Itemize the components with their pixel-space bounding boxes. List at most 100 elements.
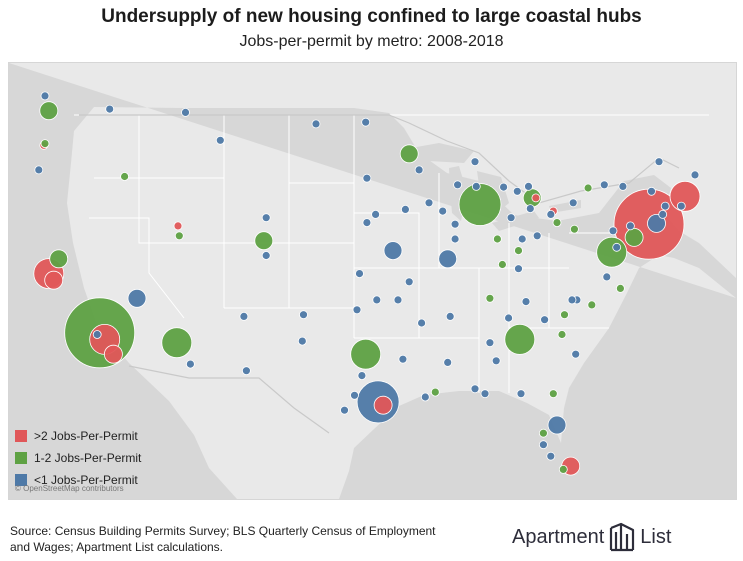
legend-item-green[interactable]: 1-2 Jobs-Per-Permit (15, 447, 141, 469)
metro-bubble-red[interactable] (373, 395, 393, 415)
metro-bubble-blue[interactable] (92, 330, 102, 339)
metro-bubble-blue[interactable] (546, 209, 556, 219)
metro-bubble-green[interactable] (596, 236, 628, 268)
metro-bubble-blue[interactable] (608, 226, 618, 236)
metro-bubbles[interactable] (33, 91, 701, 476)
metro-bubble-blue[interactable] (181, 108, 190, 117)
metro-bubble-green[interactable] (458, 183, 502, 226)
metro-bubble-blue[interactable] (539, 440, 548, 450)
metro-bubble-green[interactable] (174, 231, 184, 241)
metro-bubble-green[interactable] (399, 144, 419, 164)
metro-bubble-green[interactable] (492, 234, 502, 244)
metro-bubble-blue[interactable] (357, 371, 367, 381)
metro-bubble-blue[interactable] (485, 338, 495, 348)
metro-bubble-green[interactable] (539, 428, 548, 438)
metro-bubble-blue[interactable] (352, 305, 362, 315)
metro-bubble-blue[interactable] (355, 269, 364, 279)
metro-bubble-blue[interactable] (521, 297, 531, 307)
metro-bubble-blue[interactable] (362, 173, 372, 183)
metro-bubble-blue[interactable] (491, 356, 501, 366)
metro-bubble-blue[interactable] (215, 135, 225, 145)
metro-bubble-blue[interactable] (361, 117, 371, 127)
metro-bubble-blue[interactable] (516, 389, 526, 399)
metro-bubble-blue[interactable] (568, 198, 578, 208)
metro-bubble-blue[interactable] (647, 186, 656, 196)
metro-bubble-blue[interactable] (470, 384, 480, 394)
metro-bubble-blue[interactable] (499, 182, 509, 192)
metro-bubble-red[interactable] (104, 344, 123, 364)
metro-bubble-green[interactable] (558, 464, 568, 474)
metro-bubble-blue[interactable] (676, 201, 686, 211)
metro-bubble-red[interactable] (531, 193, 541, 203)
metro-bubble-blue[interactable] (362, 218, 372, 228)
metro-bubble-blue[interactable] (417, 318, 427, 328)
metro-bubble-green[interactable] (40, 139, 50, 148)
metro-bubble-blue[interactable] (420, 392, 430, 402)
metro-bubble-blue[interactable] (540, 315, 549, 325)
metro-bubble-blue[interactable] (299, 310, 308, 320)
metro-bubble-blue[interactable] (105, 104, 115, 114)
metro-bubble-blue[interactable] (414, 165, 424, 175)
metro-bubble-blue[interactable] (524, 182, 533, 191)
metro-bubble-blue[interactable] (480, 389, 490, 399)
metro-bubble-blue[interactable] (532, 231, 542, 241)
metro-bubble-blue[interactable] (654, 157, 664, 167)
legend-item-red[interactable]: >2 Jobs-Per-Permit (15, 425, 141, 447)
metro-bubble-blue[interactable] (445, 311, 455, 321)
map-attribution[interactable]: © OpenStreetMap contributors (15, 484, 124, 493)
metro-bubble-blue[interactable] (514, 264, 523, 274)
metro-bubble-blue[interactable] (690, 170, 700, 180)
metro-bubble-blue[interactable] (658, 209, 668, 219)
metro-bubble-blue[interactable] (438, 249, 458, 269)
metro-bubble-green[interactable] (624, 227, 644, 247)
metro-bubble-blue[interactable] (340, 405, 349, 415)
metro-bubble-green[interactable] (557, 330, 567, 339)
metro-bubble-green[interactable] (504, 323, 536, 355)
metro-bubble-blue[interactable] (350, 390, 359, 400)
metro-bubble-blue[interactable] (567, 295, 577, 305)
metro-bubble-green[interactable] (430, 387, 440, 397)
metro-bubble-blue[interactable] (626, 221, 635, 231)
metro-bubble-blue[interactable] (471, 182, 481, 191)
metro-bubble-green[interactable] (583, 183, 593, 193)
metro-bubble-blue[interactable] (404, 277, 414, 287)
metro-bubble-red[interactable] (669, 180, 701, 212)
metro-bubble-blue[interactable] (34, 165, 44, 175)
metro-bubble-green[interactable] (350, 338, 382, 370)
metro-bubble-blue[interactable] (512, 186, 522, 196)
metro-bubble-blue[interactable] (525, 204, 535, 214)
metro-bubble-blue[interactable] (618, 182, 628, 191)
metro-bubble-blue[interactable] (546, 451, 556, 461)
metro-bubble-green[interactable] (485, 293, 495, 303)
metro-bubble-blue[interactable] (311, 119, 321, 129)
metro-bubble-blue[interactable] (571, 349, 581, 359)
map-panel[interactable]: >2 Jobs-Per-Permit 1-2 Jobs-Per-Permit <… (8, 62, 737, 500)
metro-bubble-blue[interactable] (393, 295, 403, 305)
metro-bubble-blue[interactable] (547, 415, 567, 435)
metro-bubble-blue[interactable] (40, 91, 50, 101)
metro-bubble-blue[interactable] (400, 204, 410, 214)
metro-bubble-green[interactable] (514, 246, 523, 256)
metro-bubble-blue[interactable] (185, 359, 195, 369)
metro-bubble-blue[interactable] (506, 213, 516, 223)
metro-bubble-map[interactable] (9, 63, 736, 499)
metro-bubble-green[interactable] (560, 310, 569, 320)
metro-bubble-blue[interactable] (424, 198, 434, 208)
metro-bubble-green[interactable] (254, 231, 274, 251)
metro-bubble-blue[interactable] (504, 313, 514, 323)
metro-bubble-green[interactable] (497, 260, 507, 269)
metro-bubble-blue[interactable] (398, 354, 408, 364)
metro-bubble-blue[interactable] (127, 288, 147, 308)
legend-item-blue[interactable]: <1 Jobs-Per-Permit (15, 469, 141, 491)
metro-bubble-green[interactable] (161, 327, 193, 359)
metro-bubble-blue[interactable] (438, 206, 448, 216)
metro-bubble-blue[interactable] (660, 201, 670, 211)
metro-bubble-blue[interactable] (372, 295, 382, 305)
metro-bubble-blue[interactable] (371, 209, 381, 219)
metro-bubble-blue[interactable] (383, 241, 403, 261)
metro-bubble-blue[interactable] (443, 357, 453, 367)
metro-bubble-blue[interactable] (599, 180, 609, 190)
metro-bubble-green[interactable] (587, 300, 597, 310)
metro-bubble-blue[interactable] (297, 336, 307, 346)
metro-bubble-green[interactable] (39, 101, 59, 121)
